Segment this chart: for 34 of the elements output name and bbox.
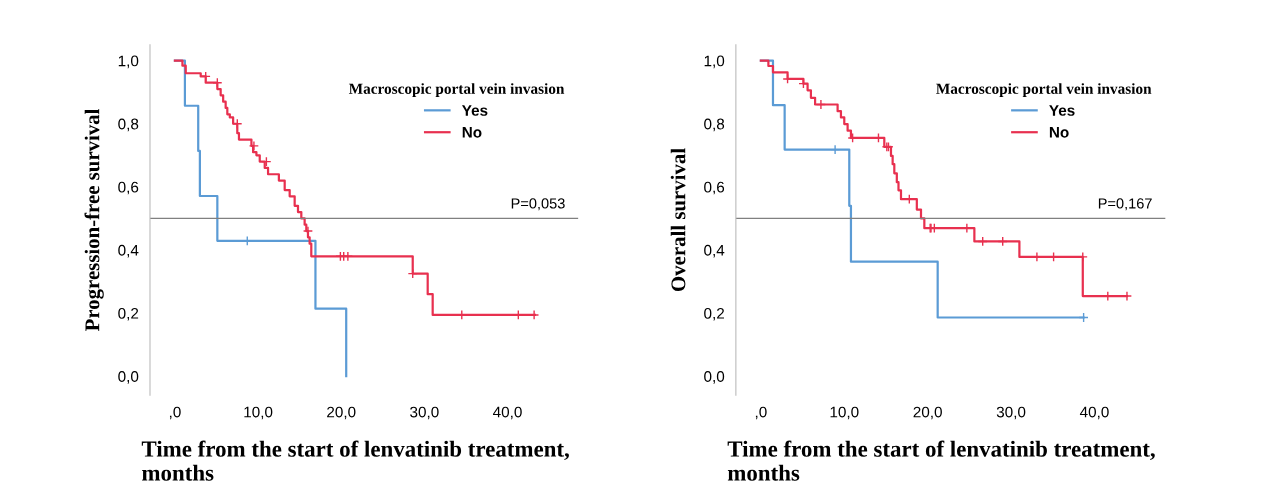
x-tick-label: 20,0 xyxy=(913,406,942,420)
y-tick-label: 0,4 xyxy=(118,244,139,258)
y-tick-label: 0,0 xyxy=(704,371,725,384)
legend-label: Yes xyxy=(1049,105,1075,116)
y-tick-label: 0,2 xyxy=(118,307,139,321)
x-tick-label: 30,0 xyxy=(410,406,439,420)
y-tick-label: 0,6 xyxy=(704,181,725,195)
y-tick-label: 1,0 xyxy=(704,55,725,69)
y-axis-title: Progression-free survival xyxy=(84,108,104,332)
y-tick-label: 0,2 xyxy=(704,307,724,321)
y-tick-label: 1,0 xyxy=(118,55,139,69)
y-tick-label: 0,8 xyxy=(704,118,725,132)
legend-label: Yes xyxy=(461,105,488,116)
y-tick-label: 0,0 xyxy=(118,371,139,384)
y-tick-label: 0,6 xyxy=(118,181,139,195)
x-axis-title: Time from the start of lenvatinib treatment, months xyxy=(141,440,569,481)
x-tick-label: 10,0 xyxy=(830,406,859,420)
annotation: P=0,053 xyxy=(511,198,565,211)
x-tick-label: ,0 xyxy=(755,406,767,420)
x-tick-label: 20,0 xyxy=(327,406,356,420)
annotation: P=0,167 xyxy=(1098,198,1152,211)
y-tick-label: 0,4 xyxy=(704,244,725,258)
x-axis-title: Time from the start of lenvatinib treatment, months xyxy=(727,440,1155,481)
legend-label: No xyxy=(462,127,482,138)
x-tick-label: 40,0 xyxy=(1079,406,1109,420)
x-tick-label: 30,0 xyxy=(996,406,1026,420)
legend-title: Macroscopic portal vein invasion xyxy=(348,83,565,97)
x-tick-label: ,0 xyxy=(169,406,181,420)
x-tick-label: 10,0 xyxy=(244,406,273,420)
legend-label: No xyxy=(1049,127,1069,138)
x-tick-label: 40,0 xyxy=(493,406,522,420)
legend-title: Macroscopic portal vein invasion xyxy=(936,83,1152,97)
y-axis-title: Overall survival xyxy=(670,148,686,292)
y-tick-label: 0,8 xyxy=(118,118,139,132)
